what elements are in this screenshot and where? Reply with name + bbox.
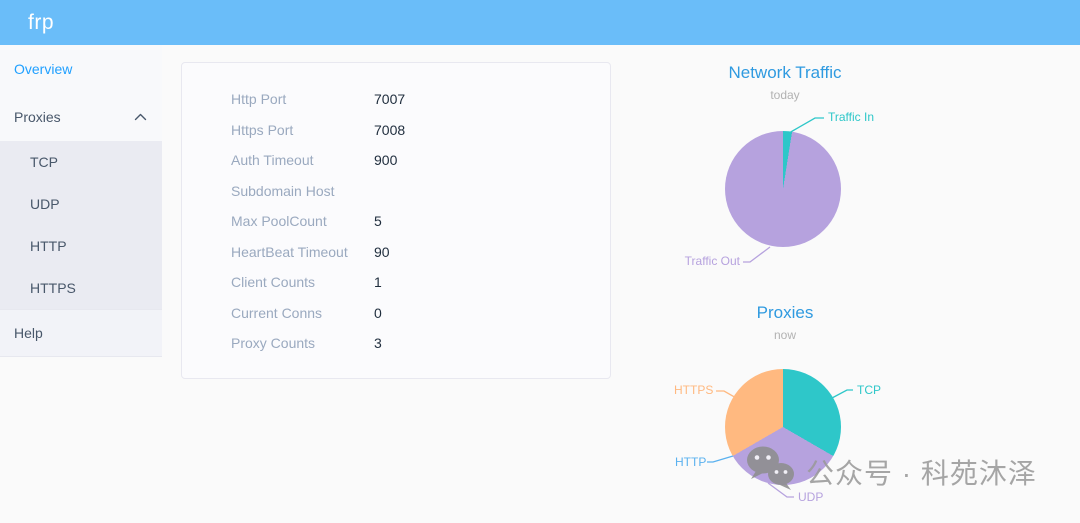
network-traffic-pie[interactable] bbox=[725, 131, 841, 247]
app-logo: frp bbox=[28, 10, 55, 34]
config-label: Https Port bbox=[231, 121, 294, 138]
chart-title: Proxies bbox=[756, 303, 814, 322]
sidebar-submenu-proxies: TCP UDP HTTP HTTPS bbox=[0, 141, 162, 309]
config-label: HeartBeat Timeout bbox=[231, 243, 348, 260]
sidebar-item-label: TCP bbox=[30, 154, 58, 170]
pie-label-traffic-in: Traffic In bbox=[828, 110, 875, 124]
config-value: 1 bbox=[374, 274, 382, 291]
config-value: 3 bbox=[374, 335, 382, 352]
sidebar-item-overview[interactable]: Overview bbox=[0, 45, 162, 93]
wechat-icon bbox=[746, 443, 796, 502]
sidebar-item-help[interactable]: Help bbox=[0, 309, 162, 357]
config-row-max-poolcount: Max PoolCount 5 bbox=[182, 206, 610, 237]
config-value: 900 bbox=[374, 152, 398, 169]
config-label: Auth Timeout bbox=[231, 152, 314, 169]
config-row-auth-timeout: Auth Timeout 900 bbox=[182, 145, 610, 176]
config-row-current-conns: Current Conns 0 bbox=[182, 298, 610, 329]
network-traffic-chart: Network Traffic today Traffic In Traffic… bbox=[595, 55, 975, 290]
sidebar-item-https[interactable]: HTTPS bbox=[0, 267, 162, 309]
config-value: 7008 bbox=[374, 121, 406, 138]
config-value: 0 bbox=[374, 304, 382, 321]
watermark-text: 公众号 · 科苑沐泽 bbox=[806, 458, 1037, 489]
proxies-chart: Proxies now TCP HTTPS HTTP UDP bbox=[595, 300, 975, 523]
config-value: 90 bbox=[374, 243, 390, 260]
sidebar-item-label: Help bbox=[14, 325, 43, 341]
server-config-card: Http Port 7007 Https Port 7008 Auth Time… bbox=[181, 62, 611, 379]
chart-subtitle: today bbox=[770, 88, 800, 102]
sidebar: Overview Proxies TCP UDP HTTP HTTPS Help bbox=[0, 45, 162, 357]
sidebar-item-label: HTTPS bbox=[30, 280, 76, 296]
sidebar-item-http[interactable]: HTTP bbox=[0, 225, 162, 267]
chart-title: Network Traffic bbox=[728, 63, 842, 82]
pie-label-udp: UDP bbox=[798, 490, 824, 504]
chart-subtitle: now bbox=[773, 328, 796, 342]
sidebar-item-label: UDP bbox=[30, 196, 60, 212]
sidebar-item-tcp[interactable]: TCP bbox=[0, 141, 162, 183]
pie-label-https: HTTPS bbox=[674, 383, 714, 397]
config-value: 7007 bbox=[374, 91, 406, 108]
sidebar-item-label: HTTP bbox=[30, 238, 67, 254]
config-row-http-port: Http Port 7007 bbox=[182, 84, 610, 115]
config-row-heartbeat-timeout: HeartBeat Timeout 90 bbox=[182, 237, 610, 268]
config-label: Proxy Counts bbox=[231, 335, 316, 352]
pie-label-http: HTTP bbox=[675, 455, 707, 469]
pie-label-tcp: TCP bbox=[857, 383, 881, 397]
config-row-subdomain-host: Subdomain Host bbox=[182, 176, 610, 207]
config-label: Client Counts bbox=[231, 274, 316, 291]
config-value: 5 bbox=[374, 213, 382, 230]
sidebar-item-label: Proxies bbox=[14, 109, 61, 125]
watermark: 公众号 · 科苑沐泽 bbox=[746, 443, 1037, 501]
config-row-https-port: Https Port 7008 bbox=[182, 115, 610, 146]
sidebar-item-udp[interactable]: UDP bbox=[0, 183, 162, 225]
config-label: Http Port bbox=[231, 91, 287, 108]
config-label: Max PoolCount bbox=[231, 213, 327, 230]
config-label: Subdomain Host bbox=[231, 182, 335, 199]
pie-label-traffic-out: Traffic Out bbox=[684, 254, 740, 268]
config-label: Current Conns bbox=[231, 304, 323, 321]
sidebar-item-proxies[interactable]: Proxies bbox=[0, 93, 162, 141]
sidebar-item-label: Overview bbox=[14, 61, 73, 77]
app-header: frp bbox=[0, 0, 1080, 45]
config-row-client-counts: Client Counts 1 bbox=[182, 267, 610, 298]
chevron-up-icon bbox=[134, 113, 147, 121]
config-row-proxy-counts: Proxy Counts 3 bbox=[182, 328, 610, 359]
